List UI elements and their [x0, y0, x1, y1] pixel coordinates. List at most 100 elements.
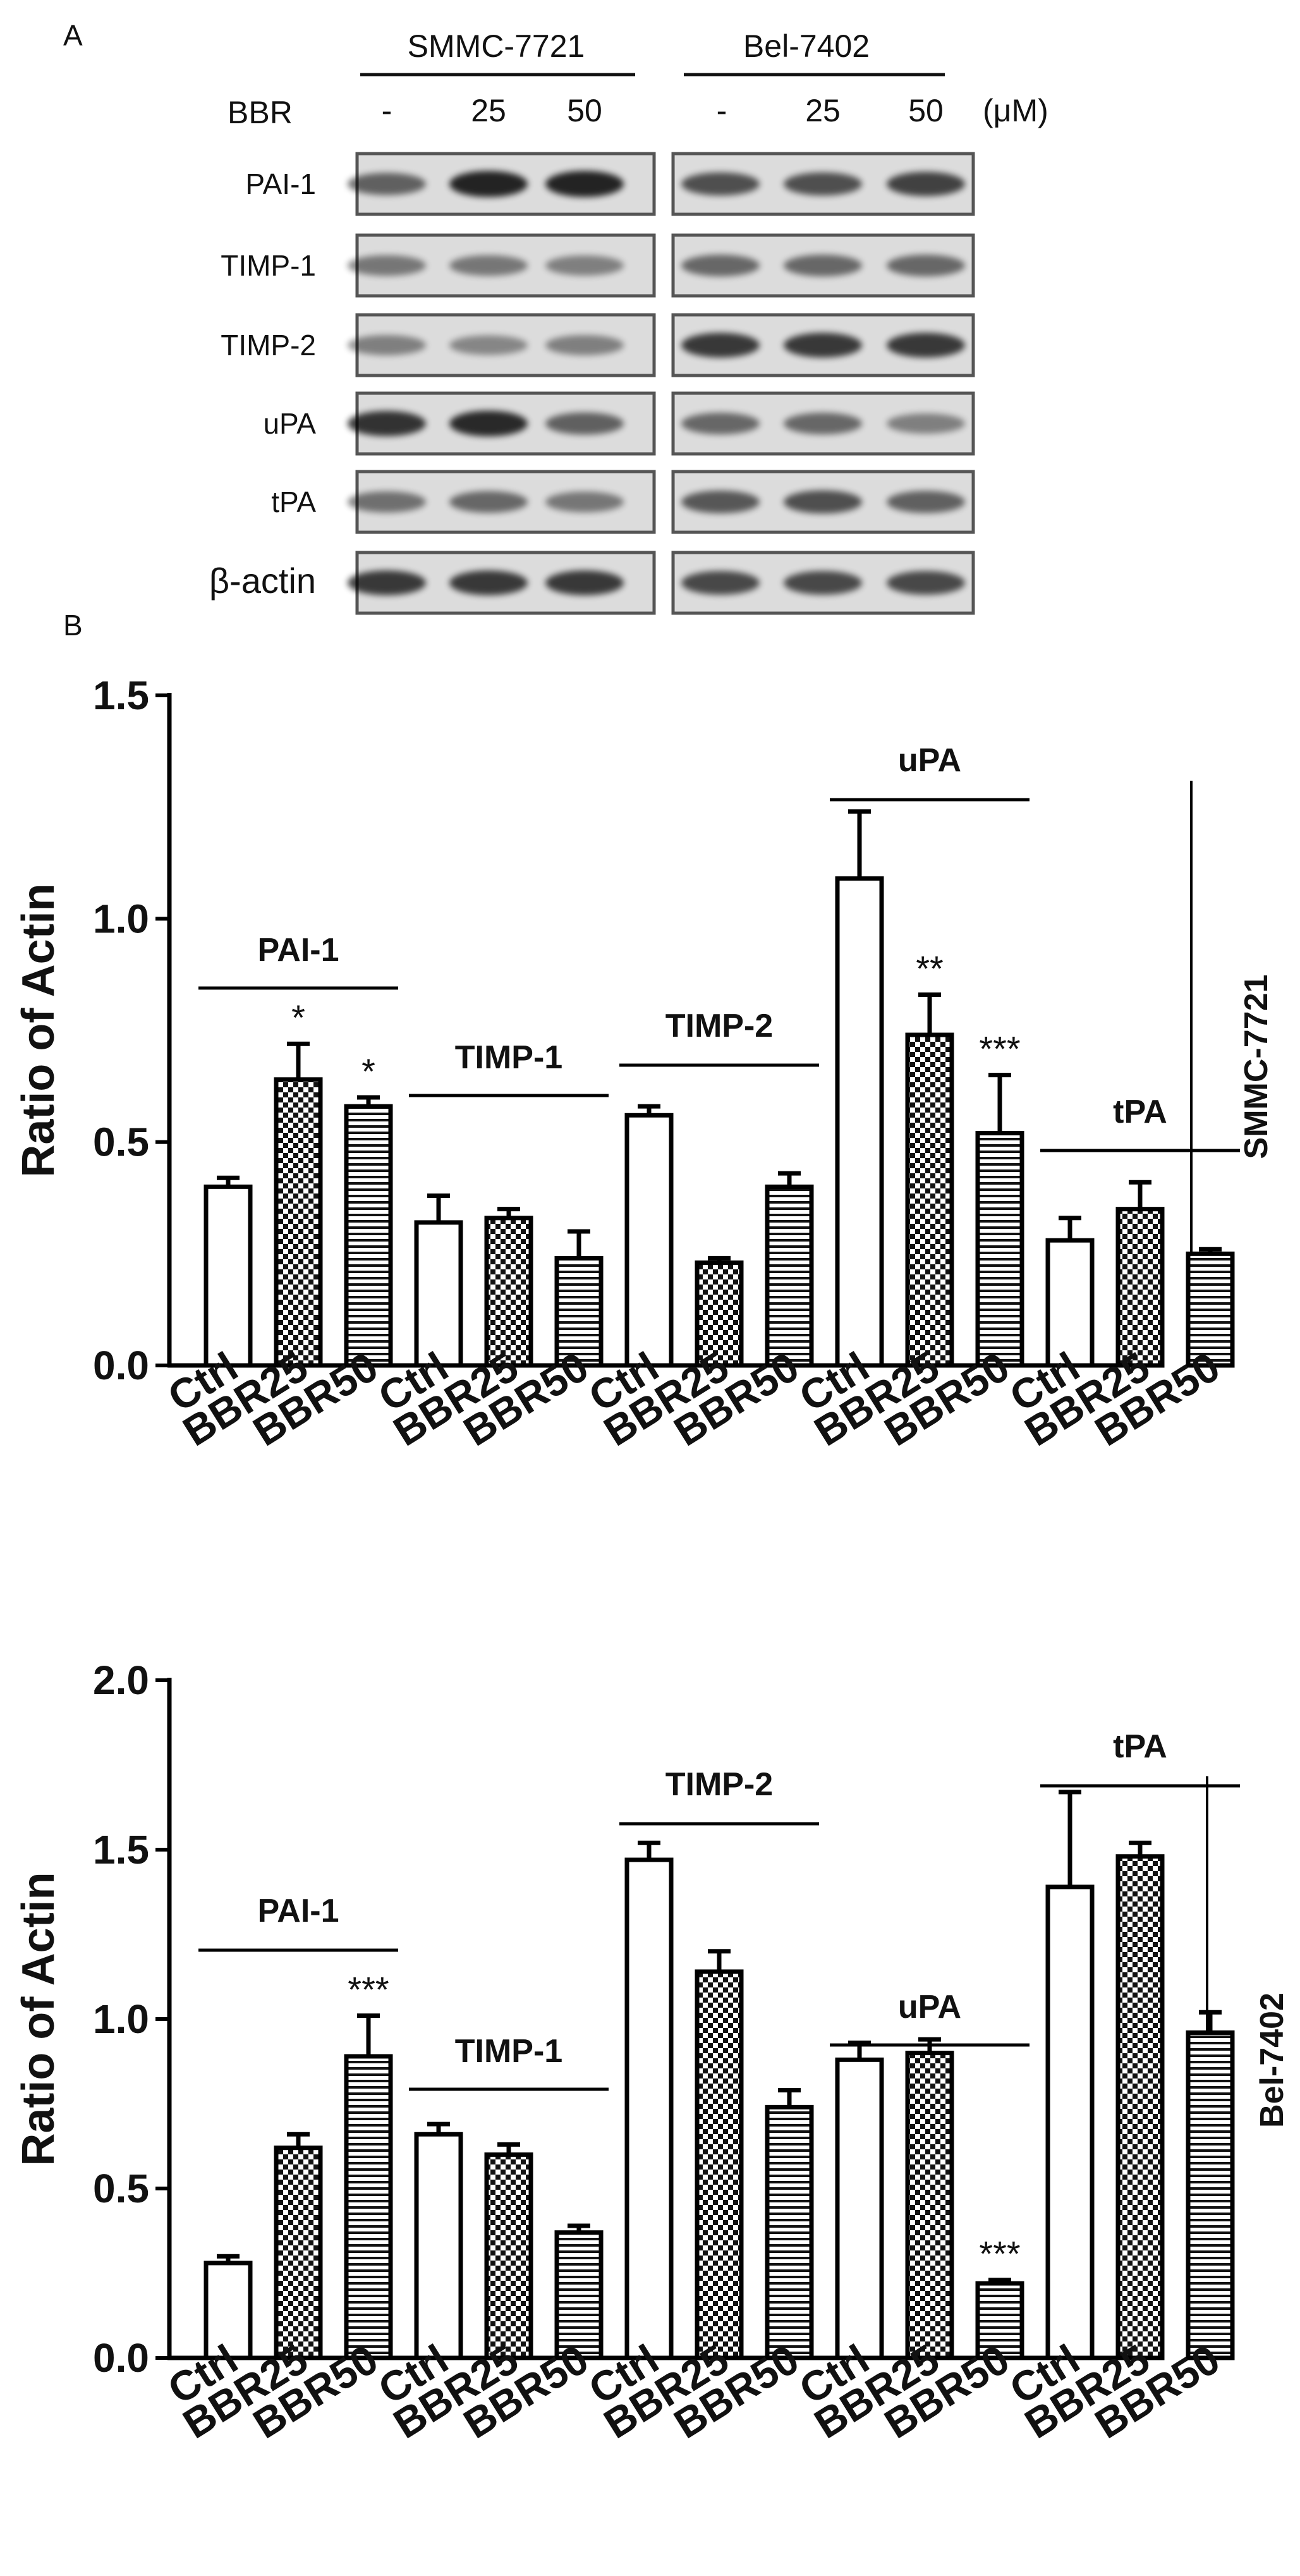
chart-smmc-7721: 0.0 0.5 1.0 1.5 Ratio of Actin SMMC-7721 PAI-1…	[13, 673, 1275, 1455]
significance-label: ***	[979, 2234, 1020, 2274]
blot-row-label: PAI-1	[245, 168, 316, 200]
cell-line-smmc-label: SMMC-7721	[408, 28, 585, 64]
dose-smmc-2: 25	[471, 93, 506, 128]
blot-row-label: TIMP-1	[221, 249, 316, 282]
group-label: uPA	[898, 742, 961, 779]
blot-band	[348, 335, 426, 355]
significance-label: ***	[979, 1029, 1020, 1069]
blot-band	[784, 490, 862, 514]
y-axis-label: Ratio of Actin	[13, 1872, 64, 2166]
bar	[624, 1857, 674, 2360]
bar	[624, 1113, 674, 1368]
blot-band	[449, 410, 528, 437]
blot-band	[681, 333, 760, 358]
blot-band	[449, 570, 528, 595]
y-tick-label: 0.5	[93, 2166, 149, 2211]
blot-band	[887, 254, 965, 277]
group-label: TIMP-2	[665, 1008, 773, 1044]
cell-line-label: Bel-7402	[1254, 1993, 1291, 2128]
group-label: TIMP-1	[455, 2033, 562, 2070]
blot-band	[681, 254, 760, 277]
group-label: PAI-1	[257, 932, 339, 968]
y-tick-label: 1.5	[93, 673, 149, 718]
treatment-label: BBR	[228, 95, 293, 130]
group-label: TIMP-1	[455, 1039, 562, 1076]
blot-row-label: tPA	[271, 485, 316, 518]
blot-band	[545, 255, 624, 276]
blot-row-label: β-actin	[209, 561, 316, 601]
bar	[695, 1260, 744, 1368]
bar	[554, 2230, 604, 2360]
significance-label: *	[361, 1051, 375, 1091]
bar	[204, 2261, 253, 2360]
bar	[835, 876, 884, 1368]
bar	[835, 2057, 884, 2360]
dose-bel-2: 25	[805, 93, 841, 128]
group-label: PAI-1	[257, 1893, 339, 1929]
bar	[765, 1184, 814, 1368]
bar	[274, 1077, 323, 1368]
blot-band	[887, 491, 965, 513]
significance-label: ***	[348, 1970, 389, 2010]
blot-band	[784, 172, 862, 196]
y-tick-label: 2.0	[93, 1657, 149, 1703]
panel-a-label: A	[63, 19, 83, 52]
blot-band	[449, 491, 528, 513]
bar	[975, 2281, 1024, 2360]
y-tick-label: 0.5	[93, 1120, 149, 1165]
blot-band	[887, 171, 965, 197]
bar	[484, 1216, 533, 1368]
bar	[204, 1184, 253, 1368]
blot-band	[681, 491, 760, 513]
bar	[1045, 1884, 1095, 2360]
bar	[1115, 1207, 1165, 1368]
blot-band	[348, 173, 426, 195]
blot-band	[784, 254, 862, 277]
blot-band	[348, 411, 426, 436]
cell-line-bel-label: Bel-7402	[743, 28, 870, 64]
bar	[1186, 1251, 1235, 1368]
significance-label: *	[291, 998, 305, 1037]
blot-band	[784, 412, 862, 435]
blot-band	[545, 570, 624, 595]
blot-band	[784, 333, 862, 358]
bar	[765, 2104, 814, 2360]
panel-b-label: B	[63, 609, 83, 642]
blot-band	[449, 255, 528, 276]
blot-row-label: TIMP-2	[221, 329, 316, 362]
dose-smmc-1: -	[382, 93, 392, 128]
blot-band	[545, 412, 624, 435]
blot-band	[545, 335, 624, 355]
dose-unit: (μM)	[983, 93, 1048, 128]
blot-band	[545, 171, 624, 197]
y-axis-label: Ratio of Actin	[13, 883, 64, 1177]
bar	[975, 1131, 1024, 1368]
blot-band	[681, 412, 760, 435]
y-tick-label: 1.0	[93, 896, 149, 941]
bar	[1045, 1238, 1095, 1368]
bar	[905, 1032, 954, 1368]
bar	[695, 1969, 744, 2360]
bar	[414, 2132, 463, 2360]
blot-band	[545, 491, 624, 513]
blot-band	[887, 333, 965, 358]
significance-label: **	[916, 948, 944, 988]
y-tick-label: 1.0	[93, 1996, 149, 2042]
group-label: tPA	[1113, 1728, 1167, 1765]
blot-row-label: uPA	[263, 407, 316, 440]
bar	[274, 2146, 323, 2360]
blot-band	[681, 172, 760, 196]
chart-bel-7402: 0.0 0.5 1.0 1.5 2.0 Ratio of Actin Bel-7402 PAI…	[13, 1657, 1291, 2448]
bar	[905, 2051, 954, 2360]
group-label: TIMP-2	[665, 1766, 773, 1803]
blot-band	[449, 335, 528, 355]
western-blot: PAI-1 TIMP-1 TIMP-2 uPA tPA β-actin	[209, 152, 975, 615]
cell-line-label: SMMC-7721	[1238, 975, 1275, 1159]
blot-band	[887, 413, 965, 434]
dose-bel-3: 50	[908, 93, 944, 128]
y-tick-label: 1.5	[93, 1827, 149, 1872]
dose-smmc-3: 50	[567, 93, 602, 128]
bar	[414, 1220, 463, 1368]
blot-band	[348, 570, 426, 595]
bar	[554, 1255, 604, 1368]
